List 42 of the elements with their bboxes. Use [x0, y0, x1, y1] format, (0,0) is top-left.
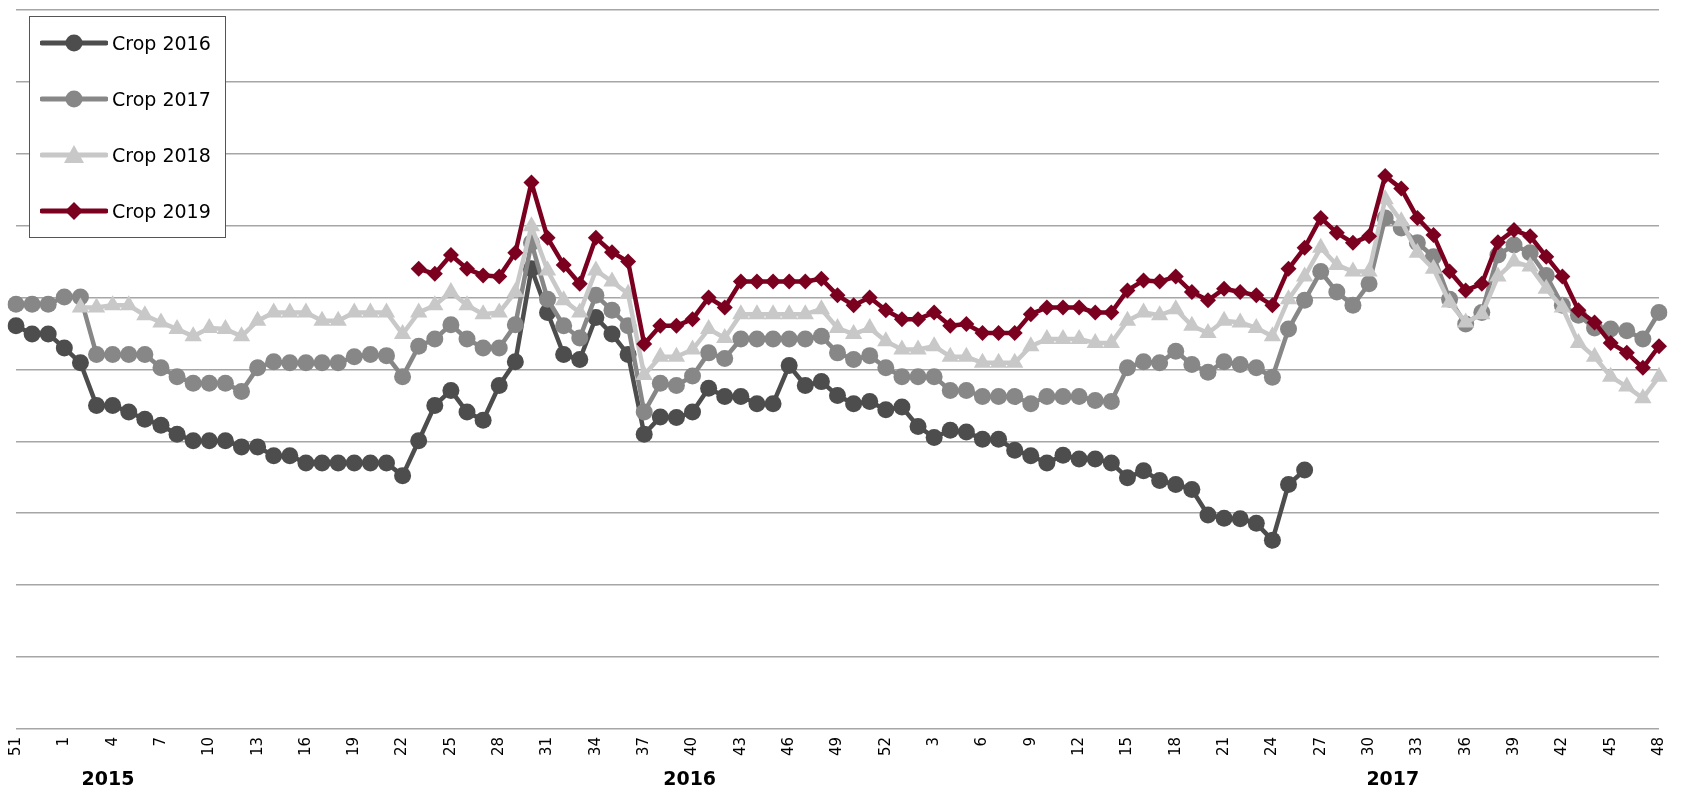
- legend-label: Crop 2016: [112, 32, 211, 54]
- x-tick-label: 48: [1648, 736, 1667, 757]
- x-tick-label: 39: [1503, 736, 1522, 757]
- x-tick-label: 34: [585, 736, 604, 757]
- text: 2016: [663, 767, 717, 790]
- x-tick-label: 7: [150, 736, 169, 747]
- x-tick-label: 3: [924, 736, 943, 747]
- x-tick-label: 51: [5, 736, 24, 757]
- x-tick-label: 45: [1600, 736, 1619, 757]
- x-tick-label: 28: [489, 736, 508, 757]
- x-tick-label: 36: [1455, 736, 1474, 757]
- x-tick-label: 24: [1262, 736, 1281, 757]
- x-tick-label: 16: [295, 736, 314, 757]
- x-tick-label: 6: [972, 736, 991, 747]
- x-tick-label: 1: [54, 736, 73, 747]
- x-tick-label: 18: [1165, 736, 1184, 757]
- x-tick-label: 15: [1117, 736, 1136, 757]
- x-tick-label: 4: [102, 736, 121, 747]
- x-tick-label: 37: [634, 736, 653, 757]
- legend-label: Crop 2017: [112, 88, 211, 110]
- x-tick-label: 42: [1552, 736, 1571, 757]
- x-tick-label: 27: [1310, 736, 1329, 757]
- x-tick-label: 49: [827, 736, 846, 757]
- x-tick-label: 12: [1069, 736, 1088, 757]
- x-tick-label: 33: [1407, 736, 1426, 757]
- x-tick-label: 31: [537, 736, 556, 757]
- x-tick-label: 25: [440, 736, 459, 757]
- x-tick-label: 52: [875, 736, 894, 757]
- x-tick-label: 19: [344, 736, 363, 757]
- x-tick-label: 22: [392, 736, 411, 757]
- legend-label: Crop 2018: [112, 144, 211, 166]
- x-tick-label: 30: [1358, 736, 1377, 757]
- x-tick-label: 21: [1213, 736, 1232, 757]
- text: 2015: [81, 767, 135, 790]
- legend-label: Crop 2019: [112, 200, 211, 222]
- x-tick-label: 43: [730, 736, 749, 757]
- x-tick-label: 10: [199, 736, 218, 757]
- x-tick-label: 46: [779, 736, 798, 757]
- x-tick-label: 9: [1020, 736, 1039, 747]
- x-tick-label: 40: [682, 736, 701, 757]
- text: 2017: [1366, 767, 1420, 790]
- x-tick-label: 13: [247, 736, 266, 757]
